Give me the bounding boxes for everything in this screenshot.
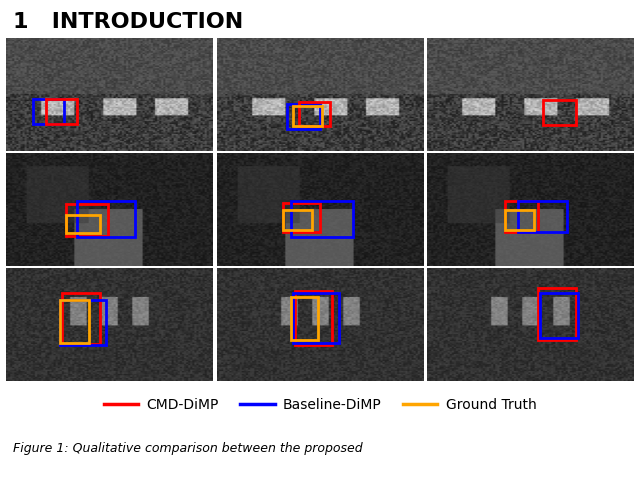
Bar — [60, 300, 89, 343]
Bar — [300, 102, 330, 126]
Bar — [538, 288, 575, 340]
Bar — [543, 101, 575, 125]
Bar — [33, 99, 65, 124]
Bar — [45, 99, 77, 124]
Bar — [293, 106, 322, 126]
Bar — [60, 300, 106, 345]
Bar — [505, 201, 538, 232]
Text: 1   INTRODUCTION: 1 INTRODUCTION — [13, 12, 243, 32]
Bar — [67, 204, 108, 236]
Bar — [518, 201, 568, 232]
Bar — [293, 293, 339, 343]
Bar — [540, 293, 578, 338]
Bar — [295, 291, 332, 345]
Bar — [287, 104, 320, 129]
Bar — [62, 293, 100, 344]
Text: Figure 1: Qualitative comparison between the proposed: Figure 1: Qualitative comparison between… — [13, 442, 362, 455]
Bar — [291, 201, 353, 237]
Bar — [505, 209, 534, 230]
Bar — [67, 215, 100, 233]
Bar — [283, 203, 320, 232]
Bar — [291, 297, 318, 340]
Legend: CMD-DiMP, Baseline-DiMP, Ground Truth: CMD-DiMP, Baseline-DiMP, Ground Truth — [98, 392, 542, 417]
Bar — [77, 201, 135, 237]
Bar — [283, 209, 312, 230]
